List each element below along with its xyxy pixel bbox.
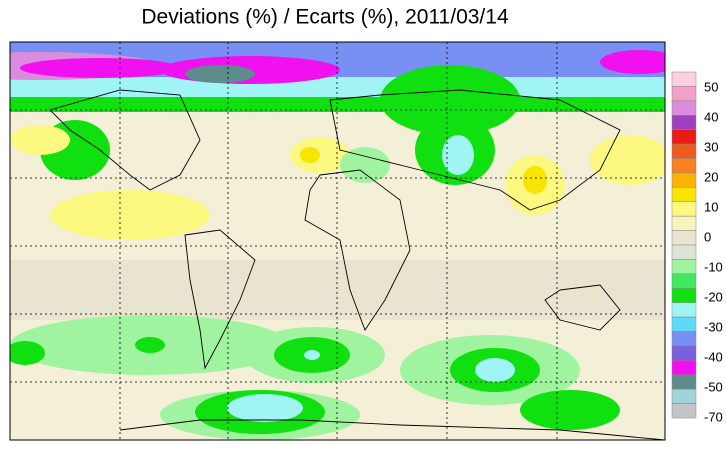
- colorbar-swatch: [671, 129, 697, 145]
- colorbar-label: 40: [704, 109, 718, 124]
- colorbar-label: -30: [704, 319, 723, 334]
- contour: [50, 190, 210, 240]
- colorbar-label: -20: [704, 289, 723, 304]
- colorbar-swatch: [671, 316, 697, 332]
- colorbar-swatch: [671, 273, 697, 289]
- colorbar-label: -70: [704, 409, 723, 424]
- colorbar-swatch: [671, 360, 697, 376]
- contour: [442, 135, 474, 175]
- contour: [10, 260, 665, 320]
- colorbar-swatch: [671, 302, 697, 318]
- contour: [520, 390, 620, 430]
- contour: [600, 50, 665, 74]
- colorbar-label: 50: [704, 79, 718, 94]
- title: Deviations (%) / Ecarts (%), 2011/03/14: [141, 6, 509, 29]
- colorbar-swatch: [671, 345, 697, 361]
- colorbar-swatch: [671, 331, 697, 347]
- colorbar-label: -40: [704, 349, 723, 364]
- colorbar-label: 10: [704, 199, 718, 214]
- colorbar-swatch: [671, 388, 697, 404]
- colorbar-swatch: [671, 374, 697, 390]
- contour: [523, 166, 547, 194]
- map-frame: [9, 41, 666, 441]
- colorbar-swatch: [671, 115, 697, 130]
- colorbar-swatch: [671, 215, 697, 231]
- colorbar-label: 30: [704, 139, 718, 154]
- contour: [10, 125, 70, 155]
- contour: [20, 58, 180, 78]
- colorbar-swatch: [671, 143, 697, 159]
- contour: [380, 65, 520, 135]
- colorbar-swatch: [671, 244, 697, 260]
- colorbar-swatch: [671, 187, 697, 202]
- colorbar-swatch: [671, 158, 697, 174]
- contour: [185, 65, 255, 83]
- contour: [135, 337, 165, 353]
- colorbar-swatch: [671, 230, 697, 246]
- contour: [590, 135, 665, 185]
- map: [9, 41, 666, 441]
- colorbar: 50 40 30 20 10 0 -10 -20 -30 -40 -50 -70: [671, 71, 723, 424]
- coastline: [49, 89, 665, 440]
- colorbar-label: 0: [704, 229, 711, 244]
- contour: [304, 350, 320, 360]
- colorbar-label: 20: [704, 169, 718, 184]
- colorbar-swatch: [671, 201, 697, 217]
- contour: [475, 358, 515, 382]
- contour: [227, 394, 303, 422]
- contour: [340, 147, 390, 183]
- colorbar-swatch: [671, 288, 697, 303]
- colorbar-label: -10: [704, 259, 723, 274]
- colorbar-swatch: [671, 71, 697, 87]
- colorbar-swatch: [671, 259, 697, 275]
- colorbar-swatch: [671, 100, 697, 116]
- colorbar-label: -50: [704, 379, 723, 394]
- contour: [300, 147, 320, 163]
- contour: [10, 341, 45, 365]
- colorbar-swatch: [671, 403, 697, 419]
- colorbar-swatch: [671, 86, 697, 102]
- colorbar-swatch: [671, 172, 697, 188]
